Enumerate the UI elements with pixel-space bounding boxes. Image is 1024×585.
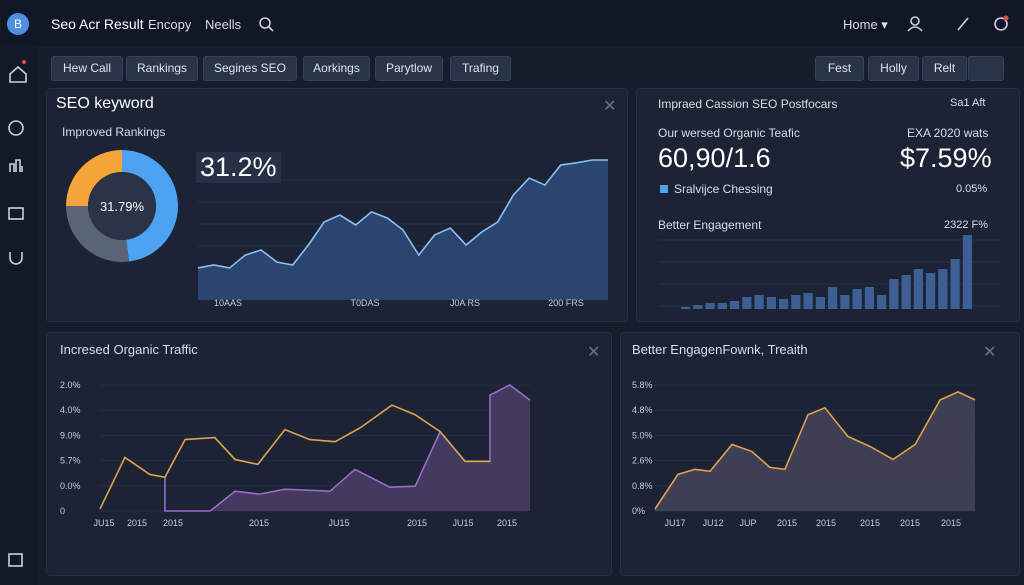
top-bar <box>0 0 1024 46</box>
legend-value: 0.05% <box>956 183 988 195</box>
metric-value: 60,90/1.6 <box>658 143 771 173</box>
home-menu[interactable]: Home ▾ <box>843 17 888 32</box>
metric-pct: $7.59% <box>900 143 992 173</box>
keyword-panel <box>46 88 628 322</box>
tab[interactable]: Aorkings <box>303 56 370 81</box>
corner-label: Sa1 Aft <box>950 97 986 109</box>
panel-title: Impraed Cassion SEO Postfocars <box>658 97 838 111</box>
action-button[interactable]: Relt <box>922 56 967 81</box>
sidebar <box>0 46 38 585</box>
engagement-value: 2322 F% <box>944 219 989 231</box>
action-button[interactable]: Holly <box>868 56 919 81</box>
metric-note: EXA 2020 wats <box>907 126 989 140</box>
legend-swatch <box>660 185 668 193</box>
close-icon[interactable]: ✕ <box>603 98 617 115</box>
app-title: Seo Acr Result <box>51 16 144 32</box>
headline-value: 31.2% <box>196 152 281 183</box>
tab[interactable]: Trafing <box>450 56 511 81</box>
engagement-panel <box>620 332 1020 576</box>
tab[interactable]: Rankings <box>126 56 198 81</box>
summary-panel <box>636 88 1020 322</box>
action-button[interactable]: Fest <box>815 56 864 81</box>
tab[interactable]: Hew Call <box>51 56 123 81</box>
tab[interactable]: Segines SEO <box>203 56 297 81</box>
avatar[interactable]: B <box>7 13 29 35</box>
home-label: Home <box>843 17 878 32</box>
nav-link[interactable]: Neells <box>205 17 242 32</box>
engagement-label: Better Engagement <box>658 218 762 232</box>
close-icon[interactable]: ✕ <box>587 344 601 361</box>
panel-title: Better EngagenFownk, Treaith <box>632 342 808 357</box>
legend: Sralvijce Chessing <box>660 182 773 196</box>
search-button[interactable] <box>968 56 1004 81</box>
metric-label: Our wersed Organic Teafic <box>658 126 800 140</box>
nav-link[interactable]: Encopy <box>148 17 192 32</box>
panel-title: Incresed Organic Traffic <box>60 342 198 357</box>
tab[interactable]: Parytlow <box>375 56 443 81</box>
panel-title: SEO keyword <box>56 95 154 112</box>
close-icon[interactable]: ✕ <box>983 344 997 361</box>
legend-label: Sralvijce Chessing <box>674 182 773 196</box>
panel-subtitle: Improved Rankings <box>62 125 166 139</box>
traffic-panel <box>46 332 612 576</box>
